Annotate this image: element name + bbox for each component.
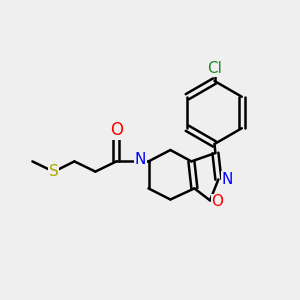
Text: N: N [222,172,233,187]
Text: Cl: Cl [207,61,222,76]
Text: N: N [134,152,146,166]
Text: O: O [212,194,224,209]
Text: S: S [49,164,58,179]
Text: O: O [110,122,123,140]
